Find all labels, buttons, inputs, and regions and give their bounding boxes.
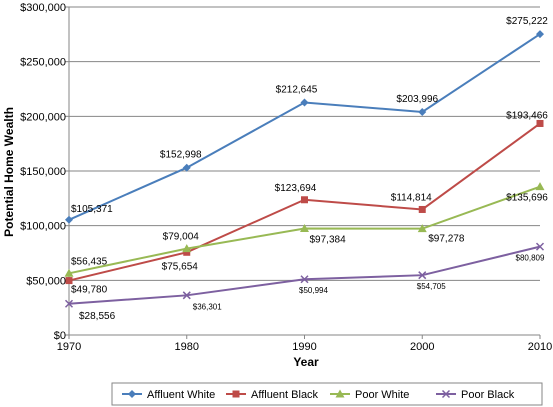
data-label: $114,814: [391, 192, 432, 203]
x-tick-label: 2000: [410, 341, 434, 353]
legend-marker: [232, 390, 240, 398]
x-tick-label: 1990: [292, 341, 316, 353]
data-point-poor-white: [64, 268, 74, 277]
legend-label: Poor White: [355, 389, 409, 401]
x-tick-label: 1970: [57, 341, 81, 353]
data-point-affluent-white: [300, 98, 309, 107]
data-label: $152,998: [160, 150, 202, 161]
data-label: $49,780: [71, 285, 108, 296]
data-label: $275,222: [506, 16, 548, 27]
y-tick-label: $250,000: [20, 57, 66, 69]
y-tick-labels: $0 $50,000 $100,000 $150,000 $200,000 $250,00…: [20, 2, 66, 342]
x-tick-label: 1980: [175, 341, 199, 353]
data-label: $54,705: [417, 282, 446, 291]
data-point-poor-black: [64, 299, 74, 308]
data-label: $97,278: [428, 234, 465, 245]
data-label: $75,654: [162, 261, 199, 272]
data-label: $212,645: [276, 85, 318, 96]
data-point-affluent-black: [183, 248, 191, 256]
data-point-poor-black: [535, 242, 545, 251]
gridlines: [69, 6, 540, 281]
y-tick-label: $50,000: [26, 275, 66, 287]
data-label: $50,994: [299, 286, 328, 295]
legend-frame: [111, 382, 543, 406]
data-label: $203,996: [396, 94, 438, 105]
y-axis-title: Potential Home Wealth: [2, 107, 16, 237]
data-label: $28,556: [79, 311, 116, 322]
legend-marker: [128, 390, 136, 398]
data-point-affluent-black: [536, 119, 544, 127]
series-layer: [64, 30, 545, 308]
x-tick-labels: 1970 1980 1990 2000 2010: [57, 341, 552, 353]
data-label: $79,004: [163, 232, 200, 243]
data-point-poor-white: [535, 182, 545, 191]
legend: Affluent White Affluent Black Poor White Po…: [111, 382, 543, 406]
data-point-poor-black: [418, 271, 427, 280]
x-axis-title: Year: [293, 355, 319, 369]
legend-label: Affluent Black: [251, 389, 319, 401]
data-label: $105,371: [71, 204, 113, 215]
data-label: $56,435: [71, 256, 108, 267]
data-label: $97,384: [310, 235, 347, 246]
data-point-affluent-black: [418, 205, 426, 213]
data-point-affluent-white: [418, 107, 427, 116]
data-point-poor-white: [182, 244, 192, 253]
data-point-affluent-white: [536, 30, 544, 39]
y-tick-label: $300,000: [20, 2, 66, 14]
legend-label: Poor Black: [461, 389, 515, 401]
legend-marker: [335, 389, 345, 398]
y-tick-label: $0: [54, 330, 66, 342]
data-point-poor-black: [300, 275, 309, 284]
y-tick-label: $200,000: [20, 111, 66, 123]
data-point-affluent-white: [182, 163, 191, 172]
data-label: $193,466: [506, 110, 548, 121]
legend-label: Affluent White: [147, 389, 215, 401]
data-point-affluent-black: [65, 277, 73, 285]
data-label: $80,809: [516, 254, 545, 263]
data-point-affluent-black: [301, 196, 308, 204]
legend-marker: [441, 389, 451, 399]
data-point-poor-black: [182, 291, 191, 300]
data-label: $135,696: [506, 193, 548, 204]
x-tick-label: 2010: [528, 341, 552, 353]
data-labels: $105,371 $152,998 $212,645 $203,996 $275,222…: [71, 16, 548, 322]
data-label: $123,694: [275, 183, 317, 194]
y-tick-label: $100,000: [20, 221, 66, 233]
data-point-affluent-white: [65, 215, 73, 224]
data-point-poor-white: [300, 224, 309, 233]
data-point-poor-white: [417, 224, 427, 233]
data-label: $36,301: [193, 302, 222, 311]
y-tick-label: $150,000: [20, 166, 66, 178]
